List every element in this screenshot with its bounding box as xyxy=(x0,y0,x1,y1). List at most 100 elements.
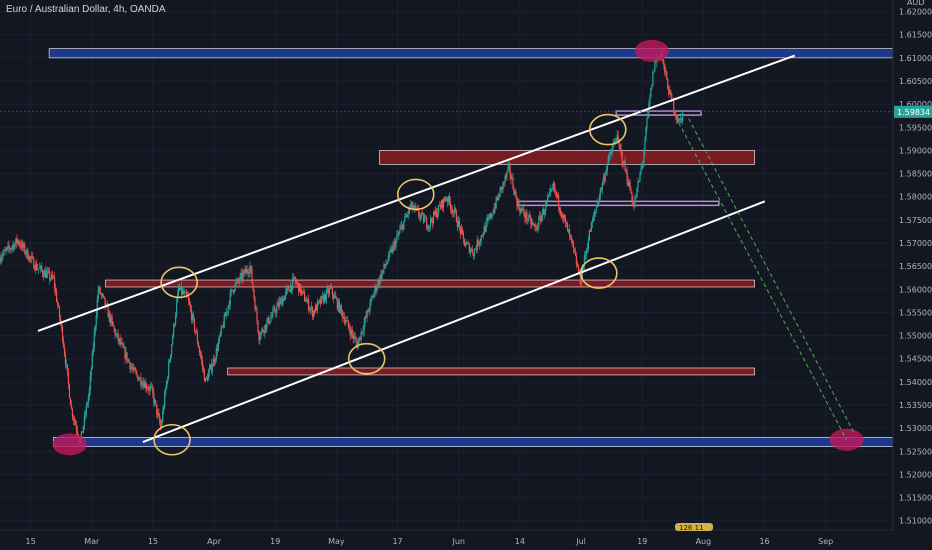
candle-body xyxy=(82,425,84,433)
candle-body xyxy=(682,112,684,121)
candle-body xyxy=(381,272,383,280)
time-tick-label: 16 xyxy=(759,537,769,546)
time-tick-label: Mar xyxy=(84,537,100,546)
candle-body xyxy=(179,286,182,290)
candle-body xyxy=(274,307,276,313)
candle-body xyxy=(305,300,308,302)
candle-body xyxy=(556,191,558,197)
red-zone xyxy=(105,279,755,288)
candle-body xyxy=(312,310,315,318)
candle-body xyxy=(546,201,548,203)
candle-body xyxy=(1,256,3,259)
candle-body xyxy=(583,255,586,267)
candle-body xyxy=(361,331,363,333)
candle-body xyxy=(471,248,473,254)
candle-body xyxy=(20,245,22,248)
time-tick-label: Jun xyxy=(451,537,465,546)
candle-body xyxy=(94,326,96,333)
candle-body xyxy=(553,183,555,189)
candle-body xyxy=(515,191,517,198)
price-axis-bg xyxy=(893,0,932,550)
candle-body xyxy=(573,248,576,253)
candle-body xyxy=(200,356,203,361)
candle-body xyxy=(443,198,446,201)
projection-line xyxy=(678,122,848,440)
candle-body xyxy=(88,389,90,397)
candle-body xyxy=(178,288,181,290)
candle-body xyxy=(339,305,341,313)
candle-body xyxy=(610,152,612,155)
candle-body xyxy=(351,329,353,335)
time-tick-label: Aug xyxy=(696,537,712,546)
candle-body xyxy=(182,291,185,295)
candle-body xyxy=(575,255,578,266)
candle-body xyxy=(218,335,220,343)
candle-body xyxy=(206,377,208,381)
candle-body xyxy=(128,359,130,363)
candle-body xyxy=(163,407,165,411)
candle-body xyxy=(70,405,73,409)
candle-body xyxy=(235,281,237,284)
candle-body xyxy=(244,269,246,274)
candle-body xyxy=(592,215,594,222)
candle-body xyxy=(385,264,387,267)
candle-body xyxy=(275,312,277,313)
candle-body xyxy=(577,266,580,273)
candle-body xyxy=(64,354,67,365)
candle-body xyxy=(519,209,521,213)
candle-body xyxy=(598,196,600,203)
candle-body xyxy=(581,268,584,279)
candle-body xyxy=(233,290,235,293)
time-tick-label: Apr xyxy=(207,537,222,546)
candle-body xyxy=(55,291,58,302)
candle-body xyxy=(229,293,231,306)
candle-body xyxy=(463,238,465,246)
candle-body xyxy=(632,200,634,206)
candle-body xyxy=(344,321,346,323)
candle-body xyxy=(40,265,42,268)
candle-body xyxy=(537,227,539,230)
candle-body xyxy=(145,382,147,389)
candle-body xyxy=(33,257,35,269)
candle-body xyxy=(171,344,173,355)
candle-body xyxy=(545,202,547,212)
candle-body xyxy=(111,317,113,322)
candle-body xyxy=(155,400,157,405)
price-tick-label: 1.56000 xyxy=(899,285,932,294)
candle-body xyxy=(232,289,234,293)
candle-body xyxy=(262,328,264,332)
candle-body xyxy=(309,308,312,310)
candle-body xyxy=(191,314,194,320)
candle-body xyxy=(71,408,74,417)
candle-body xyxy=(375,286,377,291)
candle-body xyxy=(345,320,347,322)
candle-body xyxy=(43,274,45,277)
candle-body xyxy=(279,300,281,307)
candle-body xyxy=(355,338,357,343)
candle-body xyxy=(212,359,214,367)
candle-body xyxy=(187,296,190,301)
candle-body xyxy=(152,386,154,394)
candle-body xyxy=(474,248,476,250)
candle-body xyxy=(124,347,126,359)
candle-body xyxy=(249,265,251,273)
candle-body xyxy=(400,226,402,230)
candle-body xyxy=(292,278,294,290)
candle-body xyxy=(487,217,489,220)
candle-body xyxy=(397,235,399,236)
candle-body xyxy=(333,295,335,299)
candle-body xyxy=(442,198,445,208)
candle-body xyxy=(412,202,414,210)
candle-body xyxy=(525,212,527,219)
candle-body xyxy=(253,290,255,299)
candle-body xyxy=(674,111,676,115)
candle-body xyxy=(621,152,623,163)
candle-body xyxy=(92,347,94,353)
candle-body xyxy=(56,301,59,305)
candle-body xyxy=(534,224,536,227)
candle-body xyxy=(669,90,671,95)
price-tick-label: 1.51500 xyxy=(899,494,932,503)
candle-body xyxy=(283,298,285,301)
